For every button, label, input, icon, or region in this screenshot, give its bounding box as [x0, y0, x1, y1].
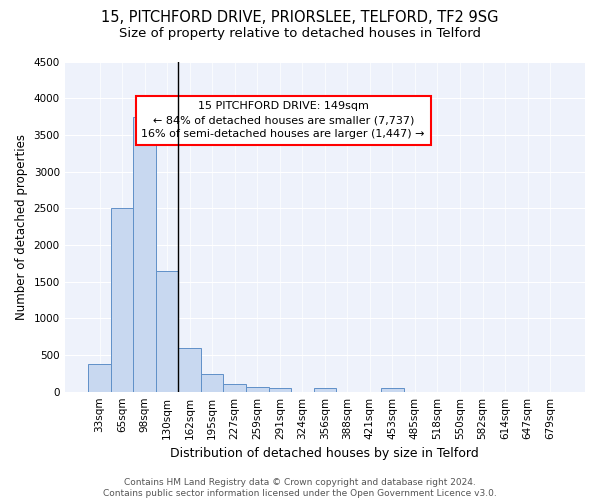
- Bar: [133, 116, 156, 392]
- Text: Size of property relative to detached houses in Telford: Size of property relative to detached ho…: [119, 28, 481, 40]
- Bar: [381, 388, 404, 392]
- Bar: [314, 388, 336, 392]
- Bar: [246, 388, 269, 392]
- Bar: [269, 388, 291, 392]
- Bar: [201, 374, 223, 392]
- Y-axis label: Number of detached properties: Number of detached properties: [15, 134, 28, 320]
- X-axis label: Distribution of detached houses by size in Telford: Distribution of detached houses by size …: [170, 447, 479, 460]
- Bar: [111, 208, 133, 392]
- Text: Contains HM Land Registry data © Crown copyright and database right 2024.
Contai: Contains HM Land Registry data © Crown c…: [103, 478, 497, 498]
- Bar: [178, 348, 201, 392]
- Text: 15, PITCHFORD DRIVE, PRIORSLEE, TELFORD, TF2 9SG: 15, PITCHFORD DRIVE, PRIORSLEE, TELFORD,…: [101, 10, 499, 25]
- Bar: [156, 270, 178, 392]
- Bar: [88, 364, 111, 392]
- Bar: [223, 384, 246, 392]
- Text: 15 PITCHFORD DRIVE: 149sqm
← 84% of detached houses are smaller (7,737)
16% of s: 15 PITCHFORD DRIVE: 149sqm ← 84% of deta…: [142, 101, 425, 139]
